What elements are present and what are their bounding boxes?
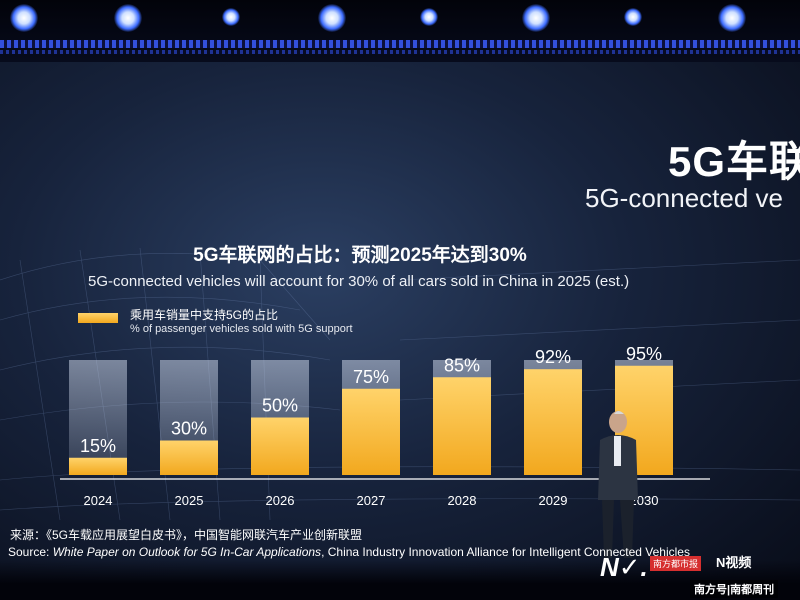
chart-title: 5G车联网的占比：预测2025年达到30%	[193, 245, 527, 266]
bar-value-label: 75%	[353, 367, 389, 387]
ceiling-light-icon	[222, 8, 240, 26]
source-title: White Paper on Outlook for 5G In-Car App…	[52, 545, 322, 559]
bar-value-label: 50%	[262, 396, 298, 416]
source-citation-cn: 来源：《5G车载应用展望白皮书》，中国智能网联汽车产业创新联盟	[10, 528, 363, 542]
bar-value-label: 92%	[535, 347, 571, 367]
ceiling-light-icon	[718, 4, 746, 32]
bar-value-label: 85%	[444, 355, 480, 375]
bar-2026	[251, 417, 309, 475]
chart-subtitle: 5G-connected vehicles will account for 3…	[88, 273, 630, 290]
source-citation-en: Source: White Paper on Outlook for 5G In…	[8, 545, 690, 559]
presenter-silhouette	[598, 411, 638, 558]
bar-2025	[160, 440, 218, 475]
source-prefix: Source:	[8, 545, 53, 559]
x-tick-label: 2024	[84, 493, 113, 508]
legend-swatch	[78, 313, 118, 323]
legend-label-en: % of passenger vehicles sold with 5G sup…	[130, 323, 353, 335]
ceiling-light-icon	[522, 4, 550, 32]
ceiling-light-icon	[318, 4, 346, 32]
x-tick-label: 2029	[539, 493, 568, 508]
nandu-watermark-badge: 南方都市报	[650, 556, 702, 571]
led-strip	[0, 40, 800, 48]
video-watermark-label: N视频	[716, 555, 752, 570]
bar-value-label: 95%	[626, 344, 662, 364]
bar-2028	[433, 377, 491, 475]
x-tick-label: 2025	[175, 493, 204, 508]
publisher-watermark: 南方号|南都周刊	[690, 580, 779, 598]
nv-watermark-logo: N✓.	[600, 552, 648, 582]
bar-2024	[69, 457, 127, 475]
bar-2027	[342, 388, 400, 475]
ceiling-light-icon	[624, 8, 642, 26]
ceiling-light-icon	[420, 8, 438, 26]
bar-value-label: 30%	[171, 419, 207, 439]
x-tick-label: 2027	[357, 493, 386, 508]
x-tick-label: 2026	[266, 493, 295, 508]
source-suffix: , China Industry Innovation Alliance for…	[321, 545, 690, 559]
ceiling	[0, 0, 800, 62]
ceiling-light-icon	[114, 4, 142, 32]
legend-label-cn: 乘用车销量中支持5G的占比	[130, 308, 279, 322]
slide-hero-title: 5G车联	[668, 138, 800, 185]
bar-background-panel	[69, 360, 127, 475]
bar-value-label: 15%	[80, 436, 116, 456]
led-strip	[0, 50, 800, 54]
slide-hero-subtitle: 5G-connected ve	[585, 183, 784, 213]
bar-2029	[524, 369, 582, 475]
x-tick-label: 2028	[448, 493, 477, 508]
ceiling-light-icon	[10, 4, 38, 32]
